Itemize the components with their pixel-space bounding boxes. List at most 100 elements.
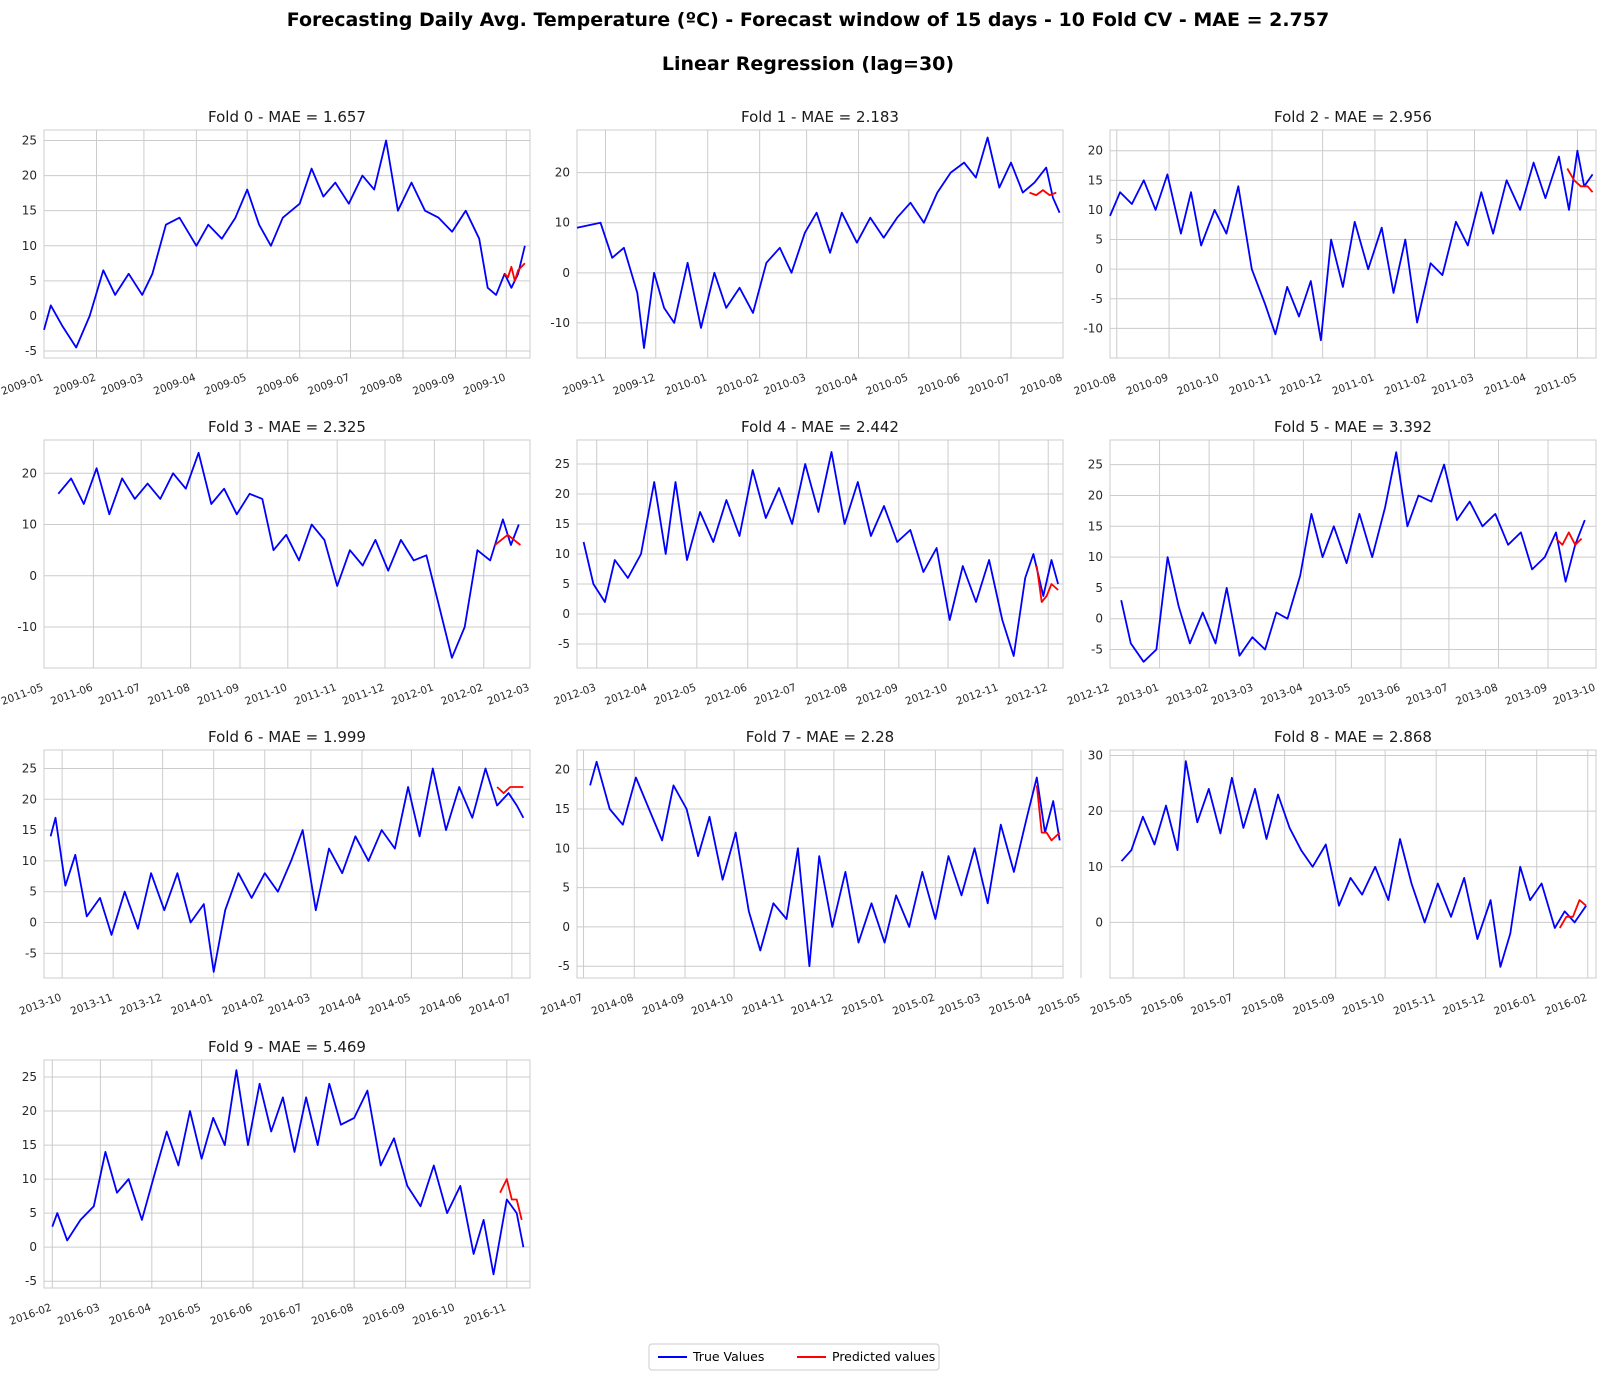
y-tick-label: 0 xyxy=(1095,915,1103,929)
plot-area xyxy=(43,749,531,979)
x-tick-label: 2016-08 xyxy=(310,1302,355,1328)
x-tick-label: 2011-04 xyxy=(1483,371,1529,397)
subplot-title: Fold 1 - MAE = 2.183 xyxy=(741,108,899,126)
x-tick-label: 2009-10 xyxy=(462,372,507,398)
figure-subtitle: Linear Regression (lag=30) xyxy=(662,53,954,75)
y-tick-label: 15 xyxy=(22,823,37,837)
x-tick-label: 2011-09 xyxy=(196,682,241,708)
subplot-title: Fold 5 - MAE = 3.392 xyxy=(1274,418,1432,436)
x-tick-label: 2013-10 xyxy=(1552,682,1597,708)
y-tick-label: 15 xyxy=(1088,173,1103,187)
subplot-fold-2: -10 -5 0 5 10 15 20 2010-08 2010-09 2010-10 2010-1… xyxy=(1072,108,1597,398)
predicted-values-line xyxy=(503,262,526,282)
x-tick-label: 2011-03 xyxy=(1430,372,1475,398)
y-tick-label: 30 xyxy=(1088,749,1103,763)
subplot-title: Fold 4 - MAE = 2.442 xyxy=(741,418,899,436)
x-tick-label: 2015-08 xyxy=(1240,992,1285,1018)
y-tick-label: 5 xyxy=(562,577,570,591)
x-tick-label: 2016-03 xyxy=(56,1302,101,1328)
legend-frame xyxy=(648,1343,940,1371)
x-tick-label: 2016-06 xyxy=(209,1301,255,1327)
x-tick-label: 2010-12 xyxy=(1278,372,1323,398)
y-tick-label: 0 xyxy=(29,569,37,583)
y-tick-label: 20 xyxy=(22,1104,37,1118)
y-tick-label: 15 xyxy=(555,517,570,531)
x-tick-label: 2012-11 xyxy=(955,682,1000,708)
subplot-title: Fold 8 - MAE = 2.868 xyxy=(1274,728,1432,746)
predicted-values-line xyxy=(1035,785,1061,842)
x-tick-label: 2010-09 xyxy=(1125,372,1170,398)
x-tick-label: 2015-09 xyxy=(1291,992,1336,1018)
x-tick-label: 2014-08 xyxy=(590,992,635,1018)
x-tick-label: 2013-11 xyxy=(69,992,114,1018)
x-tick-label: 2011-02 xyxy=(1383,372,1428,398)
x-tick-label: 2012-12 xyxy=(1066,682,1111,708)
x-tick-label: 2009-02 xyxy=(52,372,97,398)
x-tick-label: 2014-06 xyxy=(418,991,464,1017)
subplots: -5 0 5 10 15 20 25 2009-01 2009-02 2009-03 2009-04… xyxy=(0,108,1597,1328)
legend-label-true: True Values xyxy=(692,1349,764,1364)
y-tick-label: -10 xyxy=(550,316,570,330)
x-tick-label: 2010-02 xyxy=(715,372,760,398)
subplot-title: Fold 7 - MAE = 2.28 xyxy=(746,728,894,746)
true-values-line xyxy=(582,451,1059,657)
plot-area xyxy=(1109,129,1597,359)
y-tick-label: 20 xyxy=(22,466,37,480)
x-tick-label: 2011-11 xyxy=(293,682,338,708)
y-tick-label: 5 xyxy=(29,1206,37,1220)
true-values-line xyxy=(51,1069,525,1276)
y-tick-label: 10 xyxy=(1088,203,1103,217)
subplot-fold-6: -5 0 5 10 15 20 25 2013-10 2013-11 2013-12 2014-01… xyxy=(18,728,531,1018)
x-tick-label: 2010-07 xyxy=(967,372,1012,398)
y-tick-label: 25 xyxy=(22,134,37,148)
x-tick-label: 2013-01 xyxy=(1115,682,1160,708)
x-tick-label: 2014-02 xyxy=(220,992,265,1018)
plot-area xyxy=(43,439,531,669)
x-tick-label: 2015-11 xyxy=(1392,992,1437,1018)
x-tick-label: 2014-12 xyxy=(790,992,835,1018)
true-values-line xyxy=(589,760,1061,968)
x-tick-label: 2015-06 xyxy=(1140,991,1186,1017)
x-tick-label: 2011-07 xyxy=(97,682,142,708)
y-tick-label: 10 xyxy=(1088,860,1103,874)
x-tick-label: 2015-03 xyxy=(937,992,982,1018)
predicted-values-line xyxy=(1029,189,1057,196)
predicted-values-line xyxy=(496,786,524,794)
y-tick-label: 5 xyxy=(29,885,37,899)
y-tick-label: 15 xyxy=(22,204,37,218)
plot-area xyxy=(43,129,531,359)
y-tick-label: 10 xyxy=(22,1172,37,1186)
y-tick-label: 20 xyxy=(1088,488,1103,502)
x-tick-label: 2013-12 xyxy=(118,992,163,1018)
x-tick-label: 2014-04 xyxy=(318,991,364,1017)
y-tick-label: 20 xyxy=(555,763,570,777)
y-tick-label: 20 xyxy=(22,792,37,806)
y-tick-label: 0 xyxy=(562,607,570,621)
y-tick-label: -5 xyxy=(1091,643,1103,657)
x-tick-label: 2010-01 xyxy=(663,372,708,398)
x-tick-label: 2011-05 xyxy=(0,682,45,708)
y-tick-label: 25 xyxy=(1088,458,1103,472)
x-tick-label: 2011-05 xyxy=(1533,372,1578,398)
y-tick-label: 20 xyxy=(555,487,570,501)
y-tick-label: 0 xyxy=(29,1240,37,1254)
x-tick-label: 2010-03 xyxy=(762,372,807,398)
y-tick-label: 5 xyxy=(29,274,37,288)
x-tick-label: 2012-09 xyxy=(855,682,900,708)
x-tick-label: 2012-06 xyxy=(703,681,749,707)
x-tick-label: 2014-09 xyxy=(641,992,686,1018)
x-tick-label: 2009-11 xyxy=(561,372,606,398)
x-tick-label: 2009-05 xyxy=(203,372,248,398)
y-tick-label: -10 xyxy=(17,620,37,634)
x-tick-label: 2013-02 xyxy=(1165,682,1210,708)
y-tick-label: 0 xyxy=(1095,262,1103,276)
x-tick-label: 2015-05 xyxy=(1089,992,1134,1018)
x-tick-label: 2010-11 xyxy=(1228,372,1273,398)
subplot-fold-4: -5 0 5 10 15 20 25 2012-03 2012-04 2012-05 2012-06… xyxy=(552,418,1064,708)
x-tick-label: 2009-06 xyxy=(255,371,301,397)
x-tick-label: 2016-07 xyxy=(258,1302,303,1328)
subplot-title: Fold 9 - MAE = 5.469 xyxy=(208,1038,366,1056)
predicted-values-line xyxy=(1566,168,1594,193)
